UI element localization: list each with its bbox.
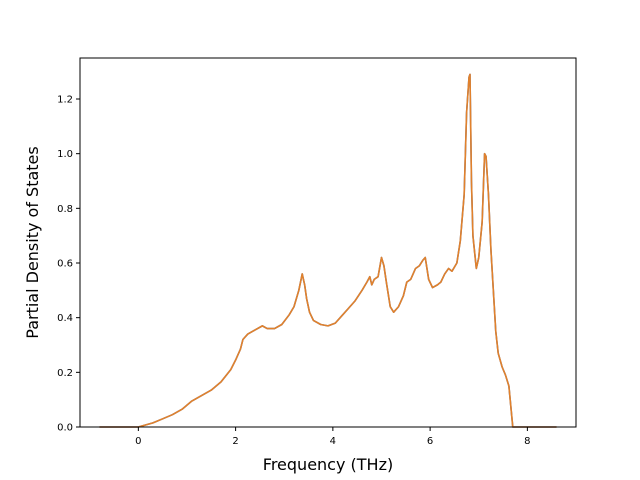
plot-area (99, 73, 557, 428)
x-tick-label: 0 (135, 436, 141, 447)
x-axis-ticks: 0 2 4 6 8 (135, 427, 531, 447)
y-tick-label: 1.0 (57, 149, 73, 160)
series-line-2 (99, 73, 557, 428)
x-tick-label: 8 (524, 436, 530, 447)
y-tick-label: 0.8 (57, 204, 73, 215)
y-tick-label: 1.2 (57, 95, 73, 106)
x-tick-label: 2 (232, 436, 238, 447)
x-tick-label: 4 (330, 436, 336, 447)
y-tick-label: 0.4 (57, 313, 73, 324)
y-tick-label: 0.0 (57, 423, 73, 434)
axes-frame (79, 57, 577, 428)
y-tick-label: 0.6 (57, 259, 73, 270)
x-axis-label: Frequency (THz) (263, 455, 393, 474)
y-axis-ticks: 0.0 0.2 0.4 0.6 0.8 1.0 1.2 (57, 95, 80, 434)
y-tick-label: 0.2 (57, 368, 73, 379)
y-axis-label: Partial Density of States (23, 146, 42, 338)
x-tick-label: 6 (427, 436, 433, 447)
